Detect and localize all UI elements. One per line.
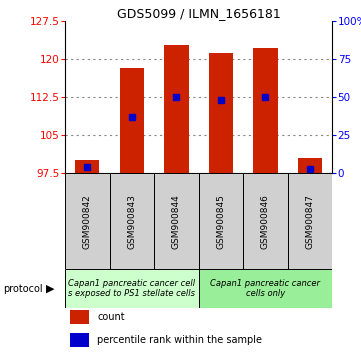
Text: GSM900846: GSM900846	[261, 194, 270, 249]
Text: ▶: ▶	[46, 284, 55, 293]
Bar	[199, 173, 243, 269]
Text: GSM900842: GSM900842	[83, 194, 92, 249]
Text: GSM900844: GSM900844	[172, 194, 181, 249]
Text: Capan1 pancreatic cancer
cells only: Capan1 pancreatic cancer cells only	[210, 279, 320, 298]
Bar	[288, 173, 332, 269]
Bar	[253, 48, 278, 173]
Bar	[109, 173, 154, 269]
Bar	[75, 160, 100, 173]
Text: percentile rank within the sample: percentile rank within the sample	[97, 335, 262, 345]
Bar	[154, 173, 199, 269]
Text: protocol: protocol	[4, 284, 43, 293]
Text: GSM900847: GSM900847	[305, 194, 314, 249]
Text: GSM900843: GSM900843	[127, 194, 136, 249]
Bar	[70, 310, 89, 324]
Bar	[70, 333, 89, 347]
Text: GSM900845: GSM900845	[216, 194, 225, 249]
Text: Capan1 pancreatic cancer cell
s exposed to PS1 stellate cells: Capan1 pancreatic cancer cell s exposed …	[68, 279, 195, 298]
Bar	[164, 45, 188, 173]
Text: count: count	[97, 312, 125, 322]
Bar	[65, 173, 109, 269]
Bar	[297, 158, 322, 173]
Bar	[119, 68, 144, 173]
Bar	[243, 173, 288, 269]
Bar	[65, 269, 199, 308]
Title: GDS5099 / ILMN_1656181: GDS5099 / ILMN_1656181	[117, 7, 280, 20]
Bar	[199, 269, 332, 308]
Bar	[209, 53, 233, 173]
